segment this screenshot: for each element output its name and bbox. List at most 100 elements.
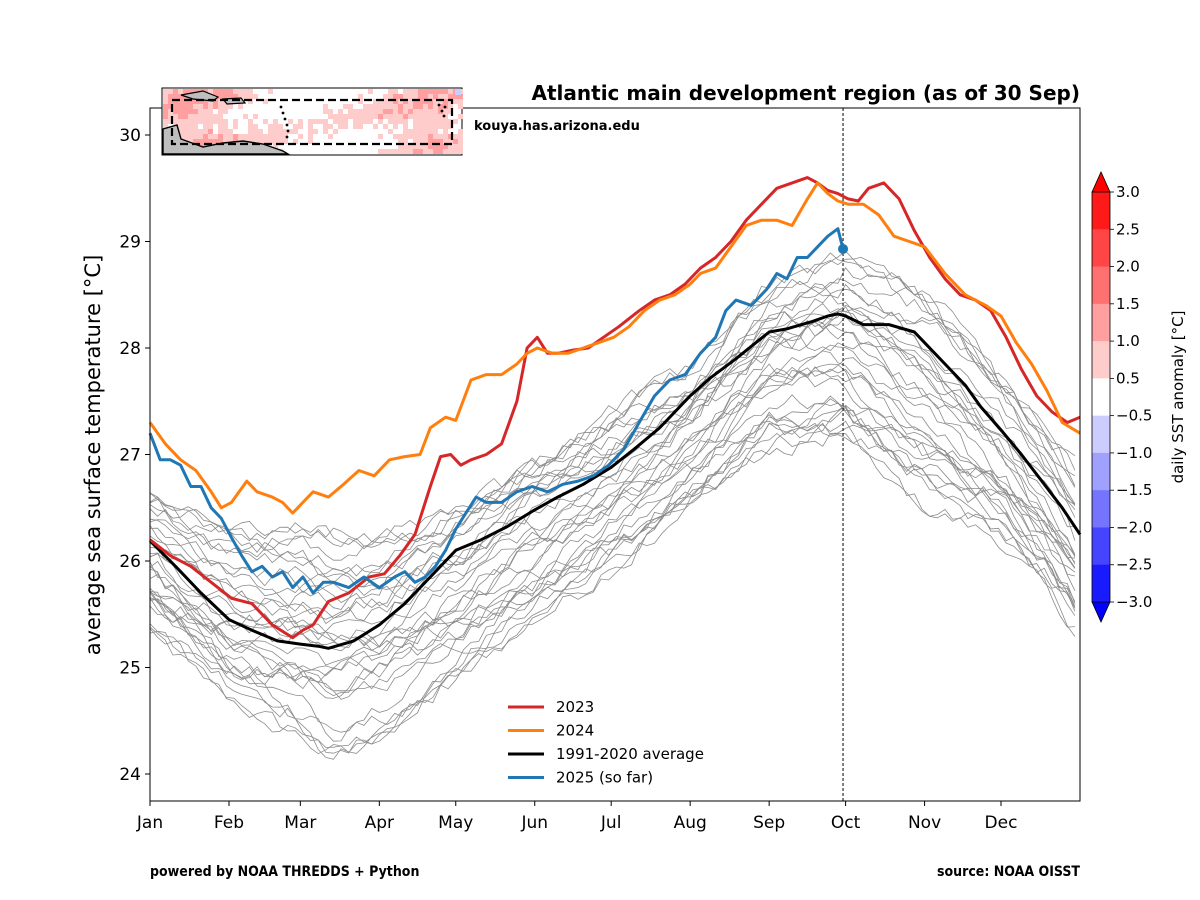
anomaly-cell: [193, 119, 198, 124]
anomaly-cell: [393, 124, 398, 129]
anomaly-cell: [378, 149, 383, 154]
x-tick-label: Mar: [284, 813, 316, 833]
anomaly-cell: [458, 149, 463, 154]
anomaly-cell: [323, 104, 328, 109]
series-line-2023: [149, 176, 1081, 640]
anomaly-cell: [428, 134, 433, 139]
colorbar-bin: [1092, 229, 1110, 268]
inset-anomaly-field: [162, 89, 463, 155]
anomaly-cell: [398, 139, 403, 144]
anomaly-cell: [278, 129, 283, 134]
anomaly-cell: [298, 124, 303, 129]
anomaly-cell: [213, 89, 218, 94]
anomaly-cell: [178, 94, 183, 99]
anomaly-cell: [413, 94, 418, 99]
historical-year-line: [149, 398, 1076, 733]
anomaly-cell: [438, 109, 443, 114]
y-tick-label: 29: [119, 233, 141, 253]
anomaly-cell: [383, 124, 388, 129]
anomaly-cell: [453, 139, 458, 144]
anomaly-cell: [188, 99, 193, 104]
anomaly-cell: [368, 109, 373, 114]
anomaly-cell: [238, 94, 243, 99]
anomaly-cell: [428, 129, 433, 134]
mdr-region-box: [170, 98, 454, 146]
anomaly-cell: [403, 99, 408, 104]
anomaly-cell: [413, 139, 418, 144]
anomaly-cell: [423, 104, 428, 109]
historical-year-line: [149, 278, 1076, 581]
anomaly-cell: [408, 114, 413, 119]
anomaly-cell: [233, 119, 238, 124]
x-tick-label: Dec: [985, 813, 1018, 833]
latest-value-point: [838, 243, 849, 254]
anomaly-cell: [413, 134, 418, 139]
anomaly-cell: [423, 134, 428, 139]
colorbar-extend-low: [1091, 601, 1111, 623]
anomaly-cell: [443, 129, 448, 134]
anomaly-cell: [388, 129, 393, 134]
anomaly-cell: [418, 129, 423, 134]
anomaly-cell: [358, 109, 363, 114]
anomaly-cell: [393, 109, 398, 114]
anomaly-cell: [193, 99, 198, 104]
anomaly-cell: [323, 129, 328, 134]
anomaly-cell: [168, 89, 173, 94]
anomaly-cell: [308, 124, 313, 129]
anomaly-cell: [408, 149, 413, 154]
footer-right: source: NOAA OISST: [937, 864, 1080, 880]
anomaly-cell: [383, 104, 388, 109]
anomaly-cell: [278, 134, 283, 139]
anomaly-cell: [363, 119, 368, 124]
historical-year-line: [149, 252, 1076, 619]
colorbar-tick-label: −2.0: [1116, 518, 1152, 536]
anomaly-cell: [418, 114, 423, 119]
historical-year-line: [149, 368, 1076, 655]
anomaly-cell: [248, 119, 253, 124]
anomaly-cell: [423, 94, 428, 99]
anomaly-cell: [423, 149, 428, 154]
anomaly-cell: [388, 89, 393, 94]
x-tick-label: Feb: [214, 813, 244, 833]
anomaly-cell: [183, 89, 188, 94]
anomaly-cell: [398, 149, 403, 154]
x-tick-label: Jul: [600, 813, 622, 833]
anomaly-cell: [418, 94, 423, 99]
anomaly-cell: [178, 119, 183, 124]
plot-frame: [149, 107, 1081, 802]
anomaly-cell: [173, 109, 178, 114]
anomaly-cell: [343, 124, 348, 129]
anomaly-cell: [428, 99, 433, 104]
anomaly-cell: [448, 134, 453, 139]
anomaly-cell: [423, 124, 428, 129]
anomaly-cell: [328, 109, 333, 114]
anomaly-cell: [173, 114, 178, 119]
anomaly-cell: [433, 139, 438, 144]
anomaly-cell: [198, 109, 203, 114]
anomaly-cell: [413, 89, 418, 94]
colorbar: 3.0 2.5 2.0 1.5 1.0 0.5 −0.5 −1.0 −1.5 −2.0 −2.5 −3…: [1091, 171, 1152, 623]
anomaly-cell: [298, 134, 303, 139]
anomaly-cell: [208, 99, 213, 104]
anomaly-cell: [408, 99, 413, 104]
anomaly-cell: [253, 114, 258, 119]
anomaly-cell: [228, 94, 233, 99]
anomaly-cell: [228, 139, 233, 144]
anomaly-cell: [378, 109, 383, 114]
anomaly-cell: [363, 114, 368, 119]
historical-year-line: [149, 357, 1076, 652]
anomaly-cell: [173, 104, 178, 109]
anomaly-cell: [433, 129, 438, 134]
colorbar-frame: [1091, 191, 1111, 603]
anomaly-cell: [208, 129, 213, 134]
anomaly-cell: [458, 114, 463, 119]
anomaly-cell: [163, 104, 168, 109]
anomaly-cell: [398, 109, 403, 114]
anomaly-cell: [178, 114, 183, 119]
historical-year-line: [149, 305, 1076, 608]
anomaly-cell: [448, 104, 453, 109]
anomaly-cell: [383, 94, 388, 99]
historical-year-line: [149, 280, 1076, 550]
anomaly-cell: [343, 104, 348, 109]
